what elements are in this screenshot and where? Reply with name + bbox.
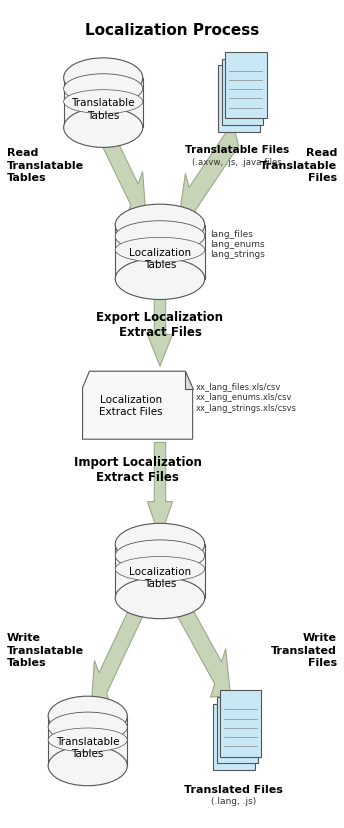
Text: Localization
Tables: Localization Tables [129, 566, 191, 589]
Ellipse shape [64, 75, 143, 104]
Text: Localization
Extract Files: Localization Extract Files [99, 394, 162, 417]
Ellipse shape [48, 696, 127, 736]
Ellipse shape [115, 259, 205, 301]
Text: (.axvw, .js, .java files: (.axvw, .js, .java files [192, 157, 282, 166]
Text: Import Localization
Extract Files: Import Localization Extract Files [74, 455, 202, 484]
Ellipse shape [115, 238, 205, 263]
Ellipse shape [48, 712, 127, 742]
Text: Translatable
Tables: Translatable Tables [72, 99, 135, 121]
Polygon shape [91, 592, 145, 708]
Bar [222, 60, 263, 126]
Ellipse shape [115, 205, 205, 247]
Ellipse shape [48, 746, 127, 786]
Text: xx_lang_files.xls/csv
xx_lang_enums.xls/csv
xx_lang_strings.xls/csvs: xx_lang_files.xls/csv xx_lang_enums.xls/… [196, 383, 297, 412]
Text: Localization
Tables: Localization Tables [129, 248, 191, 270]
Bar [213, 704, 255, 770]
Text: Translatable Files: Translatable Files [185, 145, 290, 155]
Text: Export Localization
Extract Files: Export Localization Extract Files [96, 310, 224, 339]
Bar [64, 79, 143, 128]
Polygon shape [185, 372, 193, 390]
Text: (.lang, .js): (.lang, .js) [211, 797, 257, 806]
Text: Read
Translatable
Files: Read Translatable Files [260, 148, 337, 183]
Polygon shape [99, 120, 146, 219]
Bar [225, 53, 267, 119]
Text: Read
Translatable
Tables: Read Translatable Tables [7, 148, 84, 183]
Polygon shape [148, 283, 173, 367]
Bar [217, 697, 258, 763]
Text: lang_files
lang_enums
lang_strings: lang_files lang_enums lang_strings [210, 229, 265, 259]
Ellipse shape [115, 540, 205, 571]
Polygon shape [175, 591, 230, 697]
Text: Write
Translated
Files: Write Translated Files [271, 633, 337, 667]
Ellipse shape [115, 578, 205, 619]
Bar [220, 691, 261, 757]
Ellipse shape [64, 59, 143, 99]
Ellipse shape [64, 108, 143, 148]
Ellipse shape [115, 222, 205, 253]
Bar [218, 66, 260, 132]
Text: Localization Process: Localization Process [85, 23, 259, 38]
Ellipse shape [115, 557, 205, 581]
Polygon shape [179, 123, 239, 225]
Polygon shape [83, 372, 193, 440]
Text: Translatable
Tables: Translatable Tables [56, 736, 119, 758]
Bar [48, 716, 127, 766]
Ellipse shape [48, 728, 127, 752]
Text: Translated Files: Translated Files [184, 784, 283, 794]
Bar [115, 545, 205, 598]
Ellipse shape [115, 523, 205, 565]
Text: Write
Translatable
Tables: Write Translatable Tables [7, 633, 84, 667]
Bar [115, 226, 205, 280]
Polygon shape [148, 443, 173, 538]
Ellipse shape [64, 90, 143, 114]
